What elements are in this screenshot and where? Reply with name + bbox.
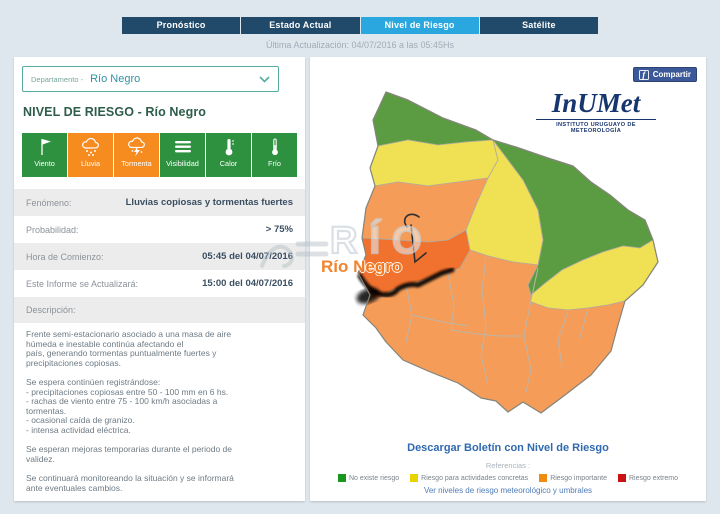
risk-legend: No existe riesgo Riesgo para actividades… bbox=[310, 474, 706, 482]
tab-pronostico[interactable]: Pronóstico bbox=[122, 17, 241, 34]
row-descripcion: Descripción: bbox=[14, 297, 305, 323]
row-actualizacion: Este Informe se Actualizará: 15:00 del 0… bbox=[14, 270, 305, 297]
dept-border bbox=[557, 310, 569, 369]
tab-nivel-de-riesgo[interactable]: Nivel de Riesgo bbox=[360, 17, 479, 34]
hazard-toolbar: Viento Lluvia Tormenta bbox=[22, 133, 297, 177]
row-label: Fenómeno: bbox=[26, 197, 72, 208]
hazard-lluvia[interactable]: Lluvia bbox=[68, 133, 113, 177]
legend-swatch-green bbox=[337, 474, 346, 482]
hazard-label: Viento bbox=[34, 159, 55, 168]
thresholds-link[interactable]: Ver niveles de riesgo meteorológico y um… bbox=[423, 486, 593, 495]
row-probabilidad: Probabilidad: > 75% bbox=[14, 216, 305, 243]
inumet-logo-subtitle: INSTITUTO URUGUAYO DE METEOROLOGÍA bbox=[556, 122, 636, 134]
legend-label: Riesgo para actividades concretas bbox=[421, 474, 529, 482]
tab-estado-actual[interactable]: Estado Actual bbox=[241, 17, 360, 34]
hazard-visibilidad[interactable]: Visibilidad bbox=[160, 133, 205, 177]
dept-border bbox=[447, 273, 455, 331]
row-fenomeno: Fenómeno: Lluvias copiosas y tormentas f… bbox=[14, 189, 305, 216]
hazard-frio[interactable]: Frío bbox=[252, 133, 297, 177]
dept-border bbox=[411, 314, 469, 327]
facebook-icon: f bbox=[638, 69, 649, 80]
department-dropdown-label: Departamento - bbox=[31, 74, 84, 84]
row-value: 15:00 del 04/07/2016 bbox=[202, 278, 293, 289]
tab-satelite[interactable]: Satélite bbox=[479, 17, 598, 34]
department-dropdown[interactable]: Departamento - Río Negro bbox=[22, 66, 279, 92]
legend-swatch-orange bbox=[539, 474, 548, 482]
dept-border bbox=[450, 329, 501, 337]
row-hora-comienzo: Hora de Comienzo: 05:45 del 04/07/2016 bbox=[14, 243, 305, 270]
map-footer: Descargar Boletín con Nivel de Riesgo Re… bbox=[310, 442, 706, 495]
cold-thermometer-icon bbox=[271, 138, 278, 156]
storm-cloud-icon bbox=[127, 137, 145, 157]
legend-label: No existe riesgo bbox=[348, 474, 400, 482]
inumet-logo: InUMet INSTITUTO URUGUAYO DE METEOROLOGÍ… bbox=[536, 90, 656, 134]
selected-region-shadow bbox=[357, 267, 455, 298]
description-text: Frente semi-estacionario asociado a una … bbox=[26, 329, 234, 493]
map-panel: f Compartir InUMet INSTITUTO URUGUAYO DE… bbox=[310, 57, 706, 501]
heat-thermometer-icon bbox=[225, 139, 234, 156]
row-value: > 75% bbox=[265, 224, 293, 235]
row-label: Descripción: bbox=[26, 305, 76, 315]
info-rows: Fenómeno: Lluvias copiosas y tormentas f… bbox=[14, 189, 305, 500]
legend-swatch-yellow bbox=[410, 474, 419, 482]
inumet-logo-name: InUMet bbox=[536, 90, 656, 120]
hazard-label: Lluvia bbox=[80, 159, 101, 168]
hazard-label: Frío bbox=[268, 159, 281, 168]
legend-item-no-riesgo: No existe riesgo bbox=[337, 474, 400, 482]
uruguay-risk-map bbox=[356, 91, 659, 414]
hazard-label: Calor bbox=[219, 159, 238, 168]
legend-label: Riesgo extremo bbox=[629, 474, 679, 482]
dept-border bbox=[480, 257, 489, 386]
hazard-viento[interactable]: Viento bbox=[22, 133, 67, 177]
hazard-tormenta[interactable]: Tormenta bbox=[114, 133, 159, 177]
hazard-calor[interactable]: Calor bbox=[206, 133, 251, 177]
legend-swatch-red bbox=[618, 474, 626, 482]
department-dropdown-value: Río Negro bbox=[90, 73, 141, 85]
rain-cloud-icon bbox=[81, 137, 99, 156]
row-label: Hora de Comienzo: bbox=[26, 251, 104, 262]
tab-bar: Pronóstico Estado Actual Nivel de Riesgo… bbox=[122, 17, 598, 34]
row-value: Lluvias copiosas y tormentas fuertes bbox=[125, 197, 293, 208]
country-outline bbox=[357, 91, 659, 414]
hazard-label: Visibilidad bbox=[166, 159, 199, 168]
references-label: Referencias : bbox=[485, 461, 531, 470]
facebook-share-button[interactable]: f Compartir bbox=[632, 67, 697, 82]
legend-item-importante: Riesgo importante bbox=[539, 474, 607, 482]
legend-label: Riesgo importante bbox=[550, 474, 607, 482]
panel-title: NIVEL DE RIESGO - Río Negro bbox=[23, 105, 207, 119]
legend-item-actividades: Riesgo para actividades concretas bbox=[410, 474, 528, 482]
region-artigas[interactable] bbox=[372, 91, 495, 147]
row-value: 05:45 del 04/07/2016 bbox=[202, 251, 293, 262]
row-label: Probabilidad: bbox=[26, 224, 79, 235]
hazard-label: Tormenta bbox=[121, 159, 152, 168]
chevron-down-icon bbox=[259, 75, 270, 83]
dept-border bbox=[579, 307, 589, 339]
fog-lines-icon bbox=[174, 141, 191, 153]
wind-flag-icon bbox=[40, 139, 51, 155]
download-bulletin-link[interactable]: Descargar Boletín con Nivel de Riesgo bbox=[407, 442, 609, 454]
last-update-text: Última Actualización: 04/07/2016 a las 0… bbox=[265, 40, 455, 50]
row-label: Este Informe se Actualizará: bbox=[26, 278, 139, 289]
map-pin-icon bbox=[403, 213, 427, 264]
risk-detail-panel: Departamento - Río Negro NIVEL DE RIESGO… bbox=[14, 57, 305, 501]
share-label: Compartir bbox=[652, 70, 691, 79]
legend-item-extremo: Riesgo extremo bbox=[618, 474, 678, 482]
